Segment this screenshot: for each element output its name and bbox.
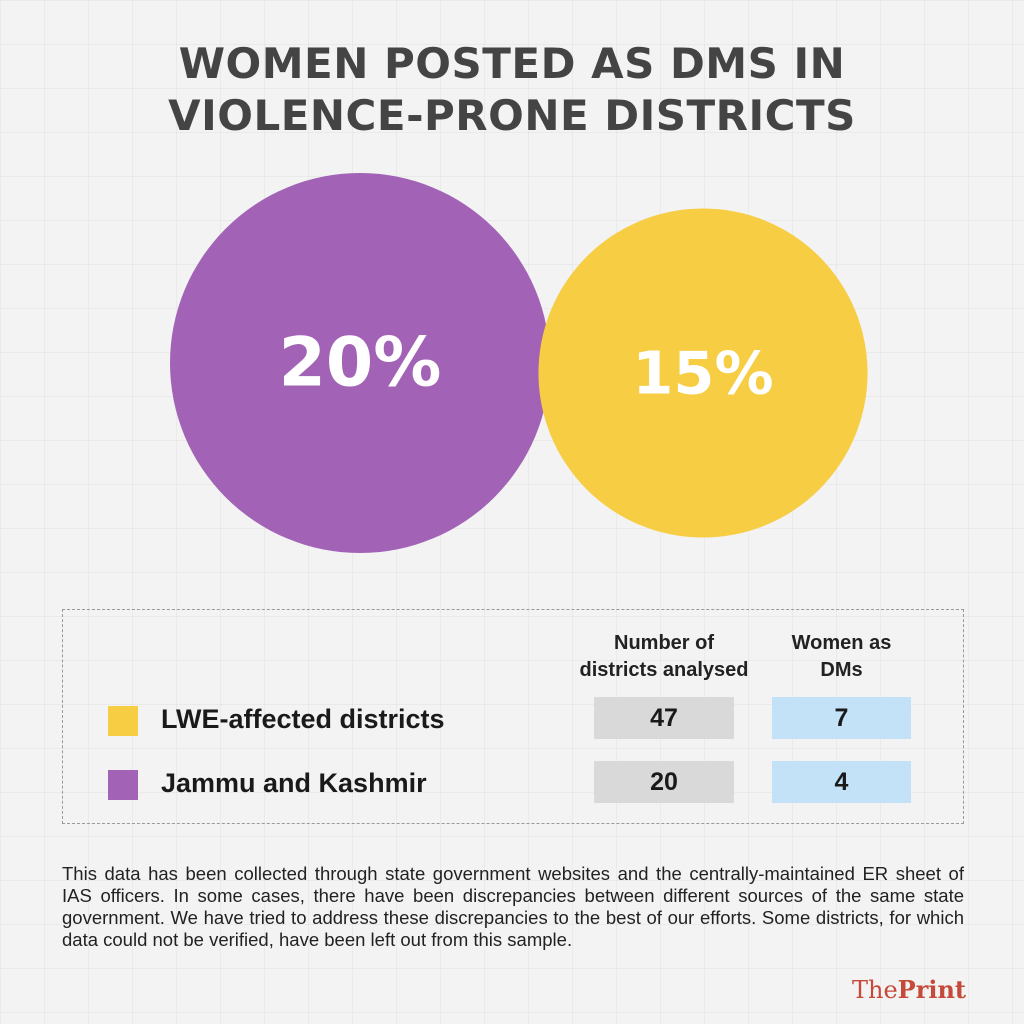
data-table: Number of districts analysed Women as DM… [62, 609, 964, 824]
row-label-jk: Jammu and Kashmir [161, 768, 427, 798]
cell-jk-women: 4 [772, 761, 911, 803]
column-header-women: Women as DMs [766, 630, 917, 684]
cell-jk-districts: 20 [594, 761, 734, 803]
column-header-districts: Number of districts analysed [553, 630, 775, 684]
legend-swatch-lwe [108, 706, 138, 736]
cell-lwe-women: 7 [772, 697, 911, 739]
row-label-lwe: LWE-affected districts [161, 704, 445, 734]
bubble-2 [538, 208, 868, 538]
chart-title-line1: WOMEN POSTED AS DMS IN [178, 39, 846, 88]
column-header-districts-line2: districts analysed [579, 659, 749, 681]
bubble-label-2: 15% [632, 339, 773, 408]
bubble-1 [170, 173, 550, 553]
column-header-districts-line1: Number of [614, 632, 714, 654]
legend-swatch-jk [108, 770, 138, 800]
logo-part2: Print [897, 975, 966, 1004]
column-header-women-line1: Women as [791, 632, 892, 654]
cell-lwe-districts: 47 [594, 697, 734, 739]
chart-title-line2: VIOLENCE-PRONE DISTRICTS [168, 91, 856, 140]
column-header-women-line2: DMs [820, 659, 863, 681]
theprint-logo[interactable]: ThePrint [852, 975, 966, 1004]
logo-part1: The [851, 976, 898, 1004]
bubble-label-1: 20% [279, 324, 442, 403]
chart-title: WOMEN POSTED AS DMS IN VIOLENCE-PRONE DI… [0, 38, 1024, 142]
methodology-note: This data has been collected through sta… [62, 863, 964, 950]
